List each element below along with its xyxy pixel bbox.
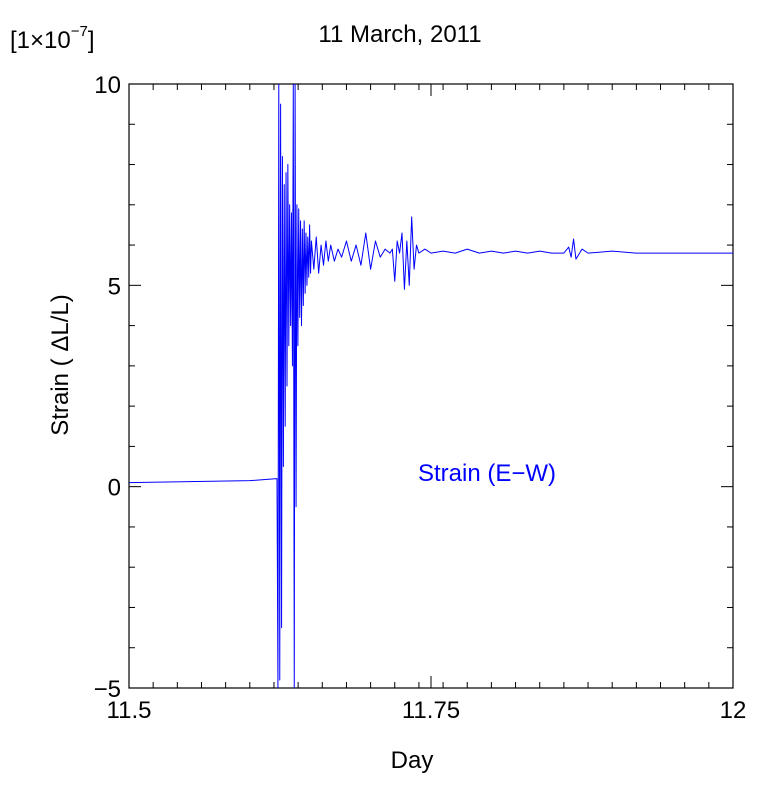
- tick-label-layer: 11.5 11.75 12 −5 0 5 10: [94, 72, 747, 724]
- x-tick-label: 12: [720, 697, 747, 724]
- y-multiplier-exponent: −7: [71, 23, 88, 40]
- y-multiplier-close: ]: [88, 27, 95, 54]
- series-layer: [129, 84, 733, 688]
- series-annotation: Strain (E−W): [418, 460, 556, 487]
- x-tick-label: 11.5: [107, 697, 152, 724]
- y-tick-label: −5: [94, 676, 121, 703]
- y-multiplier: [1×10−7]: [10, 23, 95, 54]
- y-axis-label: Strain ( ΔL/L): [47, 294, 74, 435]
- y-multiplier-base: [1×10: [10, 27, 71, 54]
- y-tick-label: 10: [94, 72, 121, 99]
- chart-title: 11 March, 2011: [318, 21, 481, 48]
- y-tick-label: 0: [108, 475, 121, 502]
- y-tick-label: 5: [108, 273, 121, 300]
- tick-layer: [128, 83, 734, 689]
- series-line-0: [129, 84, 733, 688]
- x-axis-label: Day: [391, 747, 434, 774]
- x-tick-label: 11.75: [402, 697, 460, 724]
